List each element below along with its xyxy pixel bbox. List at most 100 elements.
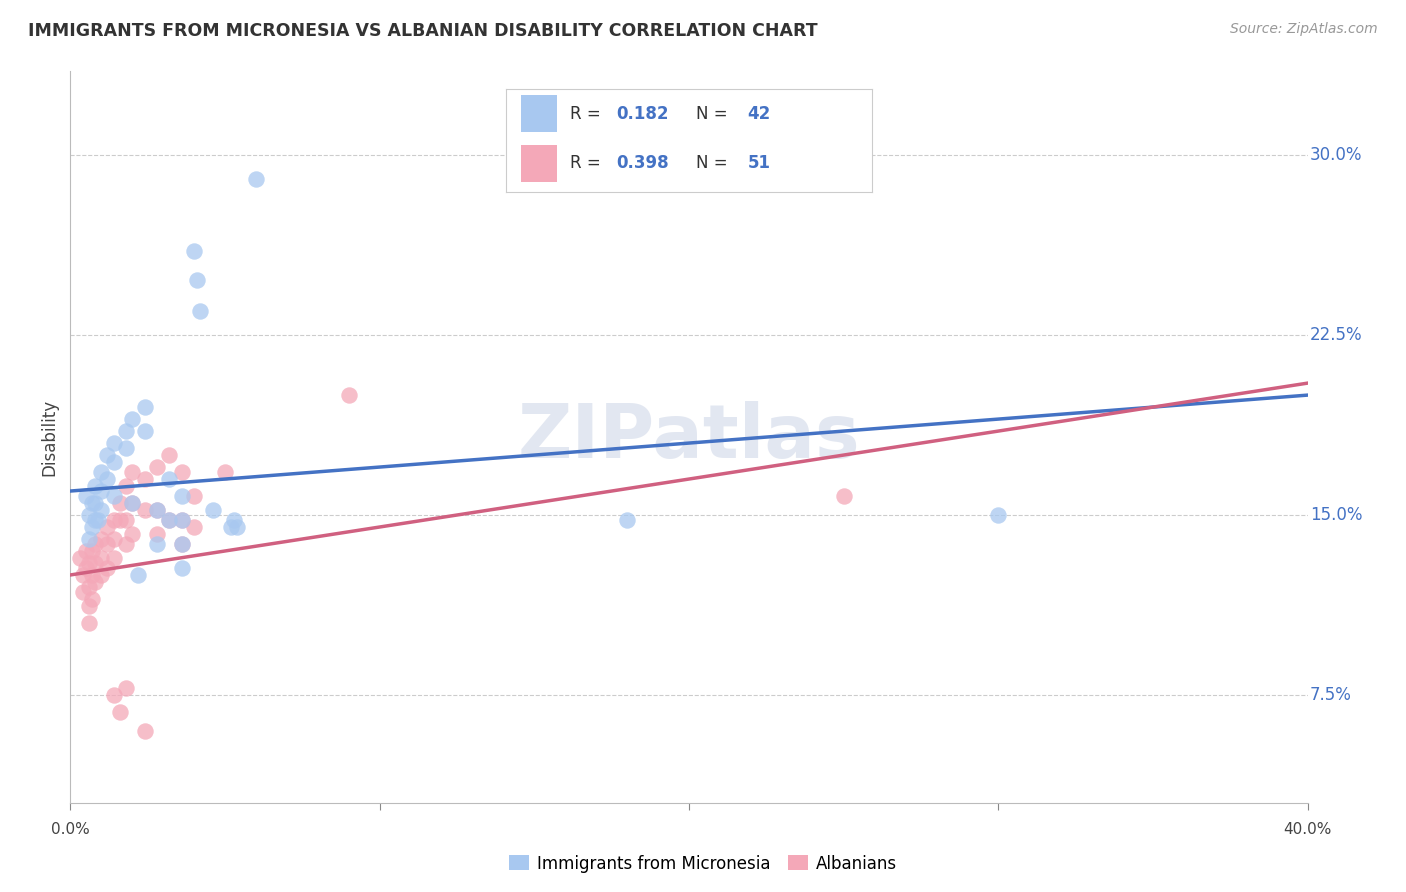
Point <box>115 424 138 438</box>
Point <box>146 537 169 551</box>
Point <box>134 424 156 438</box>
Point <box>87 513 110 527</box>
Point <box>103 513 125 527</box>
Point <box>157 513 180 527</box>
Point <box>103 436 125 450</box>
Point <box>214 465 236 479</box>
Point <box>219 520 242 534</box>
Point <box>77 580 100 594</box>
Point <box>103 532 125 546</box>
Text: R =: R = <box>571 105 606 123</box>
Point <box>121 465 143 479</box>
Y-axis label: Disability: Disability <box>41 399 59 475</box>
Point <box>337 388 360 402</box>
Text: 0.0%: 0.0% <box>51 822 90 837</box>
FancyBboxPatch shape <box>520 95 557 132</box>
Text: 0.398: 0.398 <box>616 154 668 172</box>
Point <box>115 513 138 527</box>
Point <box>183 520 205 534</box>
Point <box>77 532 100 546</box>
Point <box>96 561 118 575</box>
Point <box>170 489 193 503</box>
Point <box>121 496 143 510</box>
Point <box>80 496 103 510</box>
Point <box>108 705 131 719</box>
Text: N =: N = <box>696 105 733 123</box>
Point <box>170 513 193 527</box>
Point <box>80 591 103 606</box>
Point <box>96 448 118 462</box>
Text: 7.5%: 7.5% <box>1310 686 1353 704</box>
Point <box>90 503 112 517</box>
Point <box>90 483 112 498</box>
Point <box>103 489 125 503</box>
Point <box>157 472 180 486</box>
Point <box>90 568 112 582</box>
Point <box>115 537 138 551</box>
Text: 22.5%: 22.5% <box>1310 326 1362 344</box>
Point <box>170 537 193 551</box>
Point <box>170 537 193 551</box>
Point <box>77 556 100 570</box>
Point <box>84 575 107 590</box>
Text: ZIPatlas: ZIPatlas <box>517 401 860 474</box>
Text: 40.0%: 40.0% <box>1284 822 1331 837</box>
Point <box>77 615 100 630</box>
Point <box>157 448 180 462</box>
Text: 0.182: 0.182 <box>616 105 668 123</box>
Point <box>103 551 125 566</box>
Point <box>121 527 143 541</box>
Text: IMMIGRANTS FROM MICRONESIA VS ALBANIAN DISABILITY CORRELATION CHART: IMMIGRANTS FROM MICRONESIA VS ALBANIAN D… <box>28 22 818 40</box>
Point <box>75 561 97 575</box>
Point <box>77 508 100 522</box>
Point <box>245 172 267 186</box>
Point <box>90 465 112 479</box>
Legend: Immigrants from Micronesia, Albanians: Immigrants from Micronesia, Albanians <box>502 848 904 880</box>
Point <box>832 489 855 503</box>
Point <box>170 561 193 575</box>
Point <box>115 681 138 695</box>
Point <box>77 599 100 614</box>
Point <box>84 537 107 551</box>
FancyBboxPatch shape <box>520 145 557 181</box>
Text: 15.0%: 15.0% <box>1310 506 1362 524</box>
Point <box>127 568 149 582</box>
Point <box>84 513 107 527</box>
Point <box>69 551 91 566</box>
Point <box>72 568 94 582</box>
Point <box>103 688 125 702</box>
Point <box>108 513 131 527</box>
Point <box>134 723 156 738</box>
Text: N =: N = <box>696 154 733 172</box>
Point <box>80 520 103 534</box>
Point <box>108 496 131 510</box>
Point <box>186 273 208 287</box>
Point <box>134 503 156 517</box>
Point <box>115 479 138 493</box>
Point <box>226 520 249 534</box>
Point <box>75 489 97 503</box>
Point <box>96 537 118 551</box>
Text: R =: R = <box>571 154 606 172</box>
Point <box>121 496 143 510</box>
Point <box>616 513 638 527</box>
Point <box>84 556 107 570</box>
Point <box>80 544 103 558</box>
Point <box>80 568 103 582</box>
Point <box>987 508 1010 522</box>
Point <box>96 520 118 534</box>
Point <box>121 412 143 426</box>
Point <box>146 503 169 517</box>
Point <box>84 496 107 510</box>
Text: Source: ZipAtlas.com: Source: ZipAtlas.com <box>1230 22 1378 37</box>
Point <box>201 503 224 517</box>
Point <box>84 479 107 493</box>
Point <box>75 544 97 558</box>
Point <box>103 455 125 469</box>
Point <box>170 465 193 479</box>
Point <box>224 513 246 527</box>
Text: 42: 42 <box>748 105 770 123</box>
Point <box>146 460 169 475</box>
Point <box>96 472 118 486</box>
Point <box>134 400 156 414</box>
